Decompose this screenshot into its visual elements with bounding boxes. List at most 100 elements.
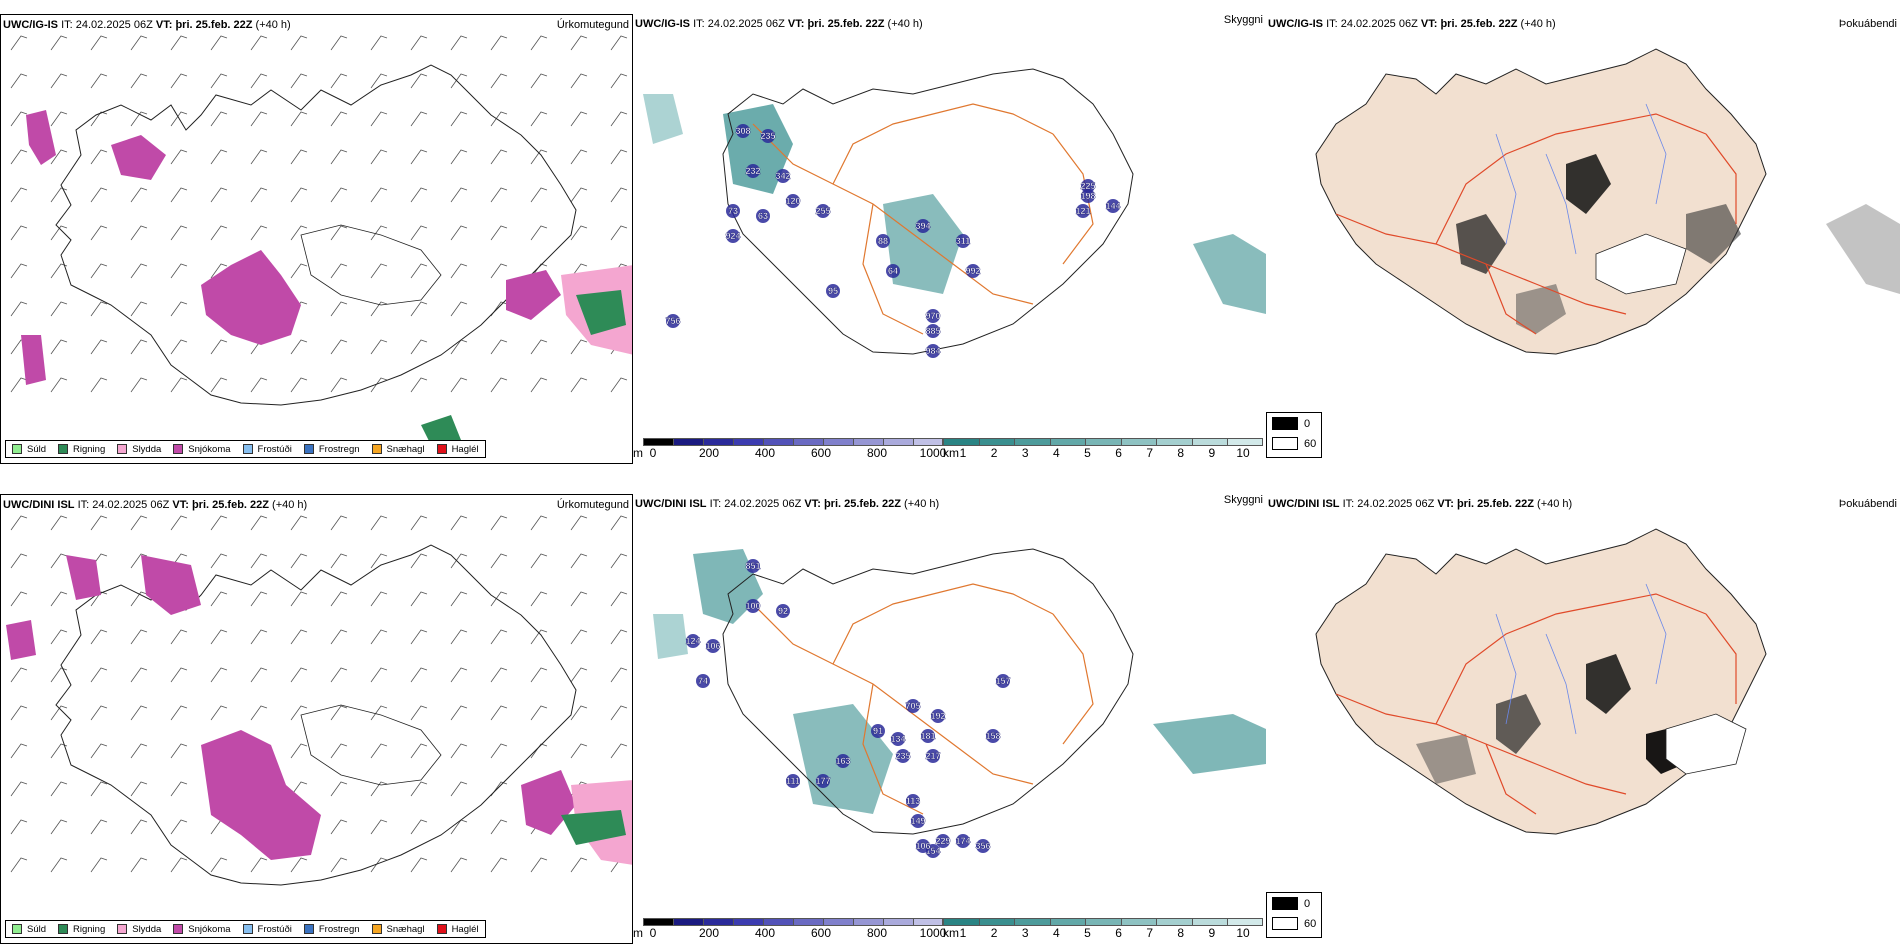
fog-area: [1516, 284, 1566, 334]
visibility-number: 63: [758, 211, 768, 221]
wind-barb: [210, 339, 228, 355]
wind-barb: [10, 187, 28, 203]
wind-barb: [170, 339, 188, 355]
wind-barb: [130, 111, 148, 127]
colorbar-tick: 800: [866, 446, 888, 460]
legend-swatch: [242, 924, 253, 934]
visibility-number: 851: [745, 561, 760, 571]
wind-barb: [210, 263, 228, 279]
wind-barb: [50, 857, 68, 873]
visibility-number: 192: [930, 711, 945, 721]
fog-swatch-60: [1272, 437, 1298, 450]
wind-barb: [490, 515, 508, 531]
wind-barb: [530, 225, 548, 241]
visibility-number: 88: [878, 236, 888, 246]
wind-barb: [370, 819, 388, 835]
colorbar-tick: 4: [1052, 446, 1060, 460]
river-network: [1495, 103, 1667, 255]
legend-label: Snæhagl: [386, 923, 425, 935]
wind-barb: [570, 149, 588, 165]
colorbar-tick: 3: [1021, 446, 1029, 460]
wind-barb: [290, 149, 308, 165]
wind-barb: [50, 149, 68, 165]
wind-barb: [610, 667, 628, 683]
colorbar-segment: [1156, 918, 1192, 926]
fog-area: [1586, 654, 1631, 714]
wind-barb: [570, 73, 588, 89]
wind-barb: [290, 73, 308, 89]
visibility-number: 64: [888, 266, 898, 276]
iceland-coastline: [722, 68, 1134, 355]
wind-barb: [530, 591, 548, 607]
wind-barb: [370, 111, 388, 127]
visibility-marker: [1081, 189, 1095, 203]
visibility-number: 92: [778, 606, 788, 616]
wind-barb: [170, 667, 188, 683]
wind-barb: [130, 667, 148, 683]
wind-barb: [290, 705, 308, 721]
visibility-marker: [931, 709, 945, 723]
wind-barb: [10, 263, 28, 279]
visibility-marker: [836, 754, 850, 768]
wind-barb: [130, 553, 148, 569]
snow-area: [521, 770, 576, 835]
wind-barb: [170, 263, 188, 279]
wind-barb: [130, 705, 148, 721]
height-colorbar: [643, 438, 943, 446]
wind-barb: [170, 705, 188, 721]
wind-barb: [490, 187, 508, 203]
visibility-marker: [911, 814, 925, 828]
wind-barb: [170, 35, 188, 51]
wind-barb: [450, 857, 468, 873]
wind-barb: [490, 857, 508, 873]
visibility-number: 111: [786, 776, 800, 786]
wind-barb: [10, 667, 28, 683]
wind-barb: [610, 705, 628, 721]
legend-item-3: Snjókoma: [173, 924, 231, 935]
wind-barb: [170, 187, 188, 203]
wind-barb: [10, 515, 28, 531]
wind-barb: [330, 743, 348, 759]
colorbar-tick: 2: [990, 926, 998, 940]
wind-barb: [50, 667, 68, 683]
wind-barb: [210, 667, 228, 683]
wind-barb: [570, 553, 588, 569]
visibility-number: 106: [705, 641, 720, 651]
visibility-panel-row1: UWC/IG-IS IT: 24.02.2025 06Z VT: þri. 25…: [633, 14, 1266, 464]
visibility-map: 851 100 92 124 106 74 705 192 91 134 235 217 181 158 1…: [653, 548, 1266, 858]
visibility-marker: [1081, 179, 1095, 193]
wind-barb: [90, 857, 108, 873]
wind-barb: [50, 515, 68, 531]
wind-barb: [10, 591, 28, 607]
legend-item-2: Slydda: [117, 924, 161, 935]
wind-barb: [330, 377, 348, 393]
colorbar-segment: [1120, 438, 1157, 446]
wind-barb: [370, 629, 388, 645]
colorbar-segment: [703, 918, 733, 926]
visibility-marker: [786, 774, 800, 788]
colorbar-segment: [1191, 438, 1228, 446]
wind-barb: [10, 857, 28, 873]
fog-swatch-0: [1272, 417, 1298, 430]
fog-swatch-0: [1272, 897, 1298, 910]
glacier-outline: [300, 224, 442, 306]
colorbar-tick: 3: [1021, 926, 1029, 940]
wind-barb: [410, 149, 428, 165]
colorbar-segment: [823, 438, 853, 446]
visibility-number: 308: [735, 126, 750, 136]
colorbar-tick: 8: [1177, 446, 1185, 460]
wind-barb: [530, 515, 548, 531]
wind-barb: [410, 553, 428, 569]
visibility-marker: [726, 204, 740, 218]
colorbar-segment: [1120, 918, 1157, 926]
rain-area: [421, 415, 461, 445]
visibility-panel-row2: UWC/DINI ISL IT: 24.02.2025 06Z VT: þri.…: [633, 494, 1266, 944]
wind-barb: [370, 515, 388, 531]
panel-title: Úrkomutegund: [556, 19, 629, 31]
legend-item-0: Súld: [12, 924, 46, 935]
wind-barb: [450, 149, 468, 165]
wind-barb: [210, 225, 228, 241]
wind-barb: [50, 705, 68, 721]
wind-barb: [610, 377, 628, 393]
snow-area: [6, 620, 36, 660]
